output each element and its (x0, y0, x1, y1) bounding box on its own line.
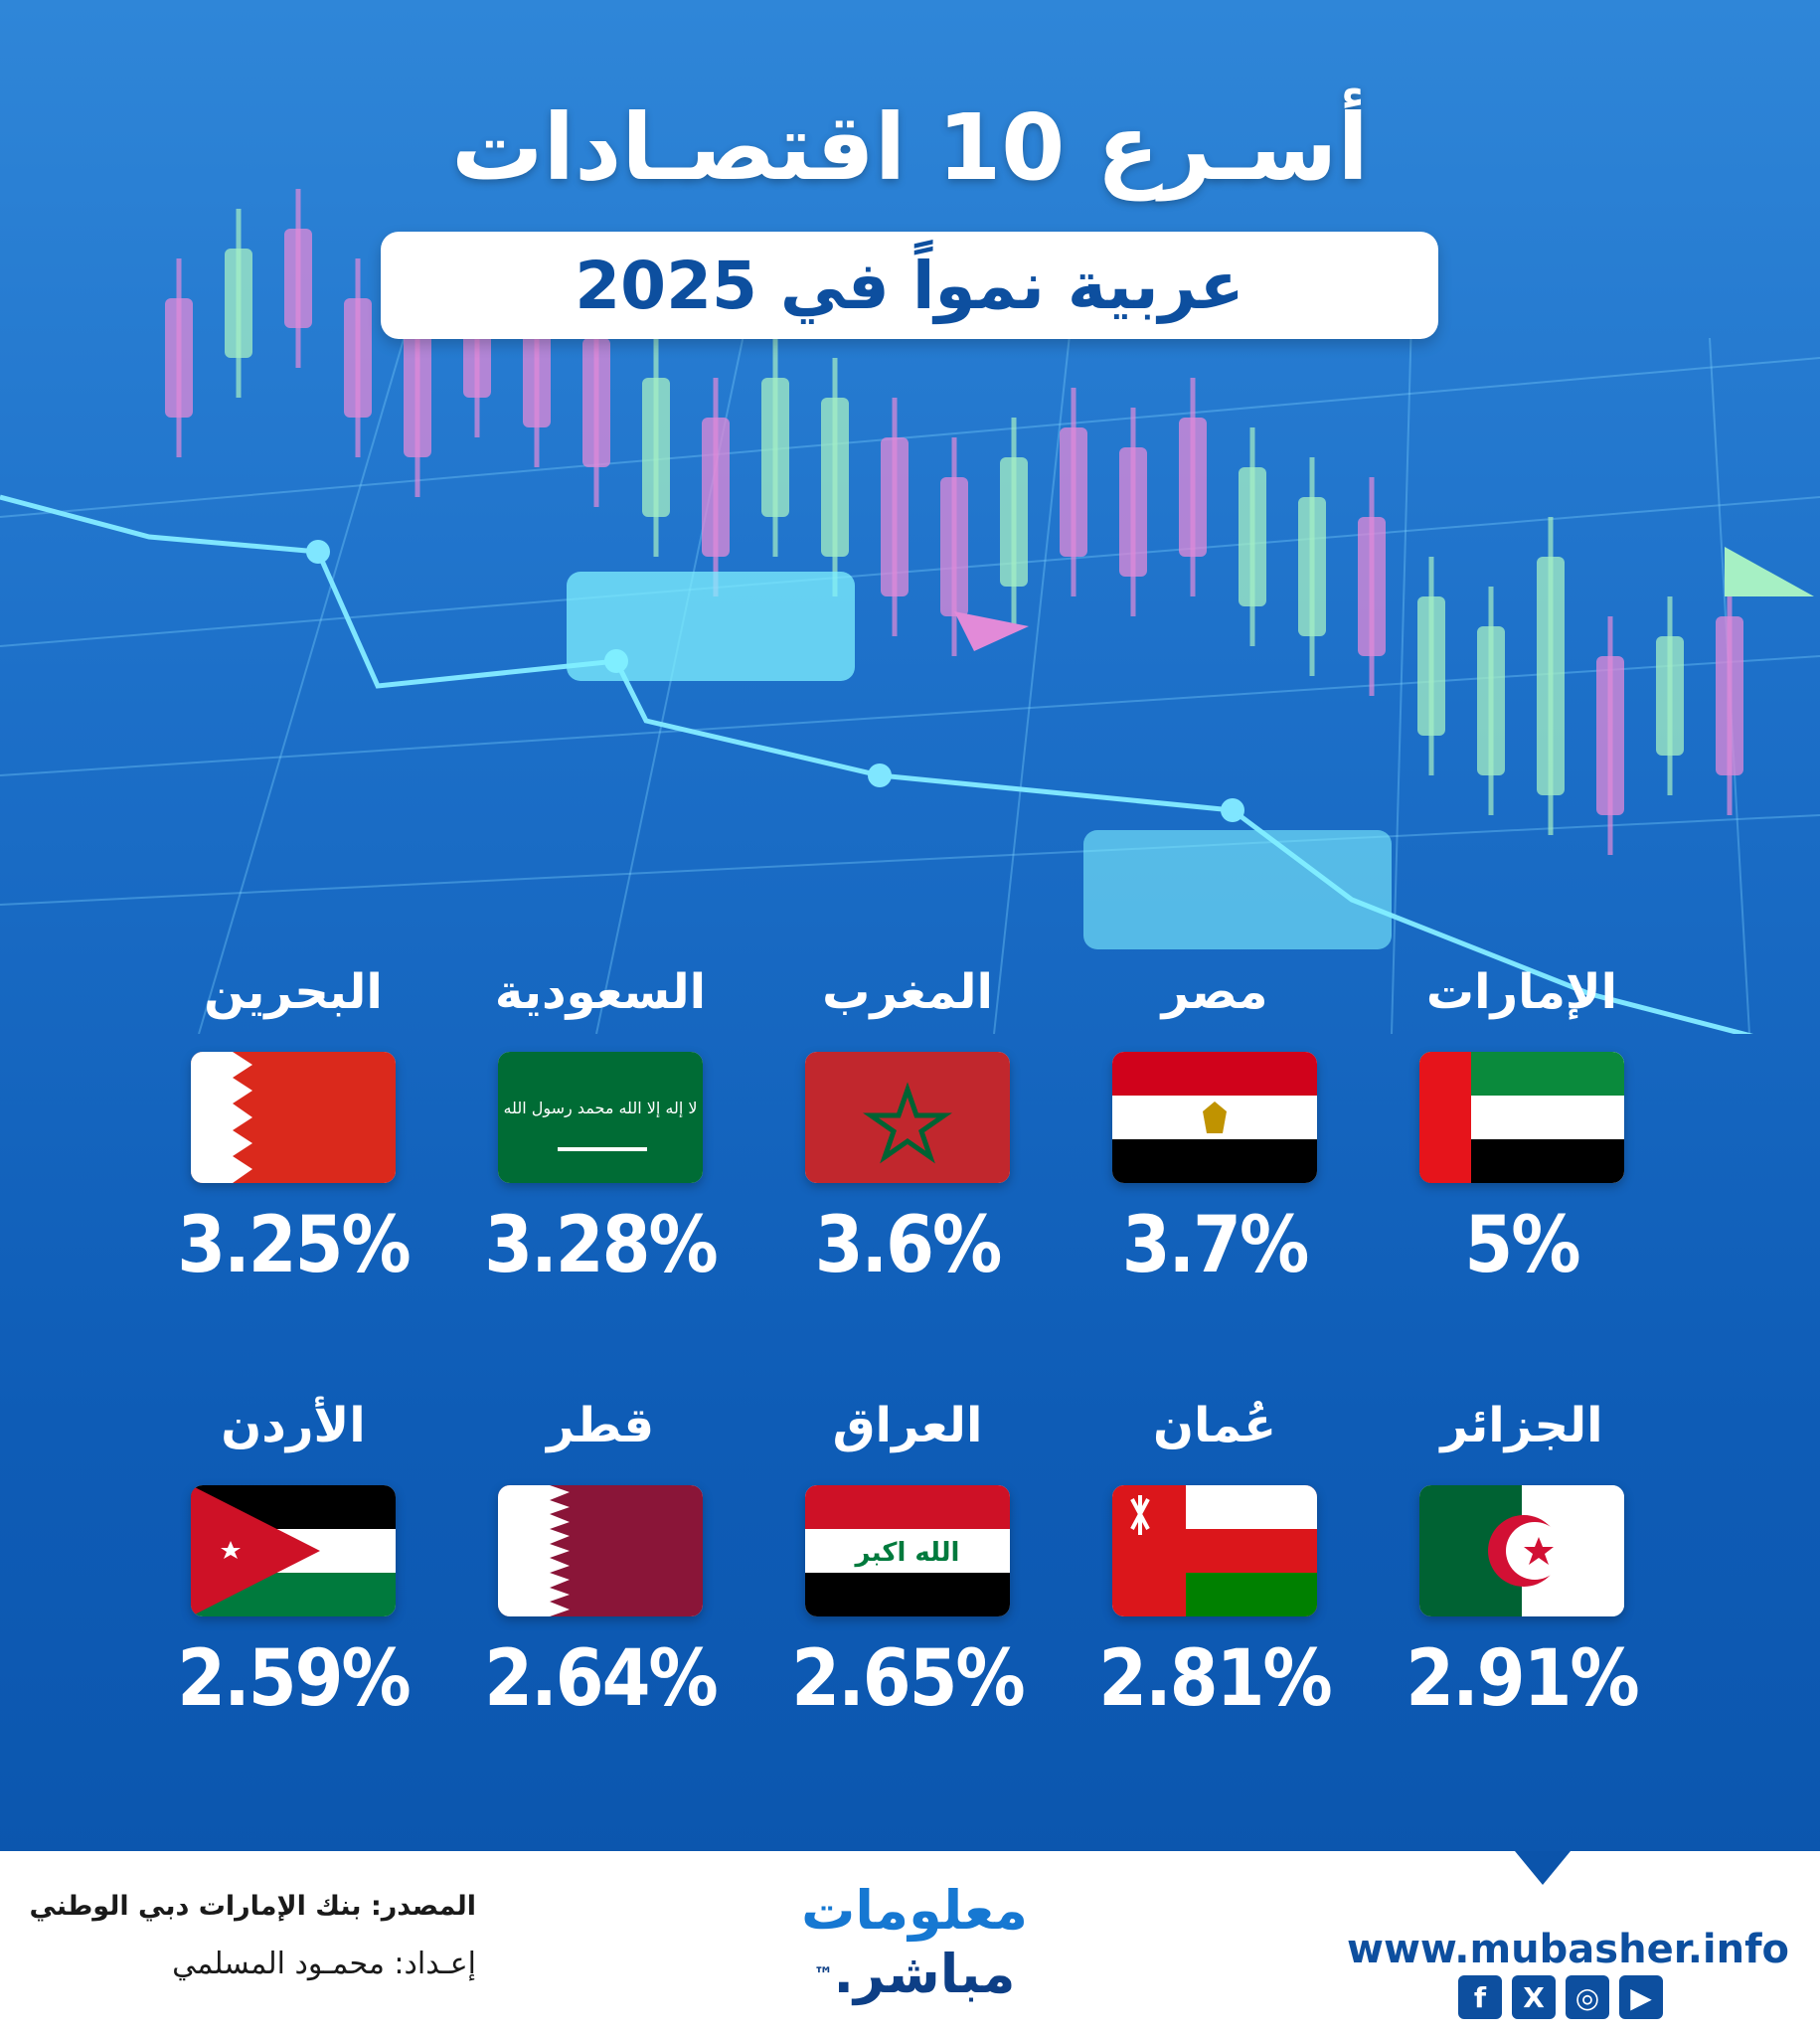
country-card-egypt: مصر 3.7% (1066, 960, 1364, 1290)
svg-text:لا إله إلا الله محمد رسول الله: لا إله إلا الله محمد رسول الله (503, 1099, 697, 1118)
iraq-flag-icon: الله اكبر (805, 1485, 1010, 1616)
morocco-flag-icon (805, 1052, 1010, 1183)
candle-body (1656, 636, 1684, 756)
candle-body (1239, 467, 1266, 606)
growth-value: 3.25% (177, 1201, 411, 1290)
algeria-flag-icon (1419, 1485, 1624, 1616)
country-card-saudi: السعودية لا إله إلا الله محمد رسول الله … (451, 960, 749, 1290)
candle-body (284, 229, 312, 328)
candle-body (761, 378, 789, 517)
candle-body (582, 338, 610, 467)
facebook-icon[interactable]: f (1458, 1975, 1502, 2019)
candle-body (165, 298, 193, 418)
candle-body (1060, 427, 1087, 557)
decorative-trend-line (0, 494, 1753, 1034)
page-title: أسـرع 10 اقتصـادات (451, 94, 1369, 201)
country-name: عُمان (1153, 1398, 1276, 1453)
country-card-oman: عُمان 2.81% (1066, 1394, 1364, 1724)
growth-value: 2.91% (1406, 1634, 1639, 1724)
website-link[interactable]: www.mubasher.info (1347, 1927, 1789, 1972)
country-card-bahrain: البحرين 3.25% (144, 960, 442, 1290)
country-name: الأردن (221, 1398, 366, 1453)
candle-body (1179, 418, 1207, 557)
country-card-algeria: الجزائر 2.91% (1373, 1394, 1671, 1724)
country-name: مصر (1161, 964, 1268, 1020)
country-card-iraq: العراق الله اكبر 2.65% (758, 1394, 1057, 1724)
qatar-flag-icon (498, 1485, 703, 1616)
instagram-icon[interactable]: ◎ (1566, 1975, 1609, 2019)
logo-line2: مباشر.™ (785, 1943, 1044, 2006)
saudi-flag-icon: لا إله إلا الله محمد رسول الله (498, 1052, 703, 1183)
subtitle-box: عربية نمواً في 2025 (381, 232, 1438, 339)
svg-text:الله اكبر: الله اكبر (854, 1538, 960, 1568)
growth-value: 3.6% (814, 1201, 1003, 1290)
oman-flag-icon (1112, 1485, 1317, 1616)
candle-body (1000, 457, 1028, 587)
candle-body (1298, 497, 1326, 636)
x-icon[interactable]: X (1512, 1975, 1556, 2019)
candle-body (1596, 656, 1624, 815)
country-name: الجزائر (1440, 1398, 1603, 1453)
growth-value: 3.7% (1121, 1201, 1310, 1290)
uae-flag-icon (1419, 1052, 1624, 1183)
logo-line2-text: مباشر. (833, 1943, 1016, 2005)
candle-body (1358, 517, 1386, 656)
country-card-jordan: الأردن 2.59% (144, 1394, 442, 1724)
prepared-by-credit: إعـداد: محمـود المسلمي (172, 1947, 476, 1981)
social-icons: f X ◎ ▶ (1458, 1975, 1663, 2019)
jordan-flag-icon (191, 1485, 396, 1616)
footer-pointer (1515, 1851, 1571, 1885)
candle-body (881, 437, 909, 596)
country-name: المغرب (822, 964, 993, 1020)
candle-body (344, 298, 372, 418)
growth-value: 2.65% (791, 1634, 1025, 1724)
candle-body (702, 418, 730, 557)
country-name: العراق (832, 1398, 983, 1453)
youtube-icon[interactable]: ▶ (1619, 1975, 1663, 2019)
candle-body (1716, 616, 1743, 775)
country-card-morocco: المغرب 3.6% (758, 960, 1057, 1290)
country-name: السعودية (494, 964, 707, 1020)
country-card-qatar: قطر 2.64% (451, 1394, 749, 1724)
growth-value: 2.64% (484, 1634, 718, 1724)
source-credit: المصدر: بنك الإمارات دبي الوطني (29, 1891, 476, 1922)
logo-line1: معلومات (801, 1879, 1028, 1942)
candle-body (642, 378, 670, 517)
country-name: الإمارات (1425, 964, 1618, 1020)
egypt-flag-icon (1112, 1052, 1317, 1183)
mubasher-logo: معلومات مباشر.™ (785, 1879, 1044, 2006)
growth-value: 3.28% (484, 1201, 718, 1290)
country-name: قطر (546, 1398, 655, 1453)
growth-value: 2.81% (1098, 1634, 1332, 1724)
growth-value: 2.59% (177, 1634, 411, 1724)
candle-body (1119, 447, 1147, 577)
candle-body (1477, 626, 1505, 775)
country-name: البحرين (204, 964, 383, 1020)
growth-value: 5% (1464, 1201, 1580, 1290)
bahrain-flag-icon (191, 1052, 396, 1183)
candle-body (940, 477, 968, 616)
candle-body (225, 249, 252, 358)
candle-body (1417, 596, 1445, 736)
candle-body (1537, 557, 1565, 795)
logo-tm: ™ (813, 1962, 834, 1986)
candle-body (404, 328, 431, 457)
page-subtitle: عربية نمواً في 2025 (575, 247, 1244, 324)
country-card-uae: الإمارات 5% (1373, 960, 1671, 1290)
candle-body (821, 398, 849, 557)
